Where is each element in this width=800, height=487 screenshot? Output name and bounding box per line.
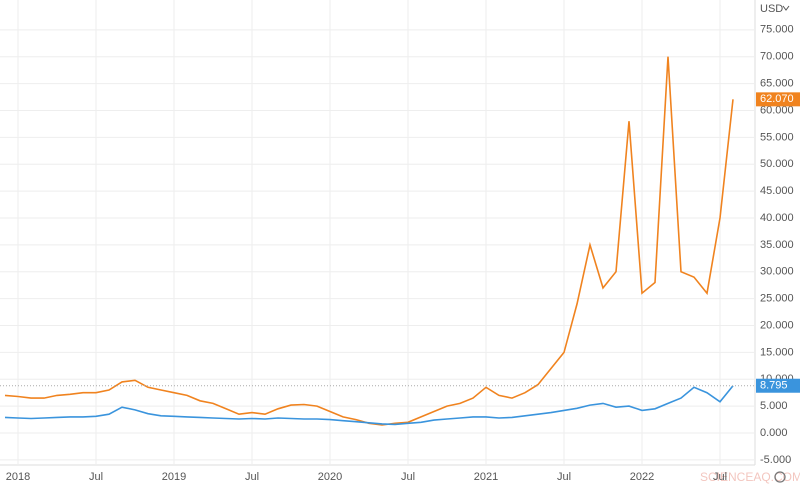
x-tick-label: Jul — [401, 471, 415, 483]
y-tick-label: 65.000 — [760, 77, 794, 89]
last-value-box — [756, 378, 800, 393]
y-tick-label: 30.000 — [760, 266, 794, 278]
y-tick-label: 0.000 — [760, 427, 788, 439]
x-tick-label: 2022 — [630, 471, 654, 483]
last-value-box — [756, 92, 800, 107]
y-tick-label: 70.000 — [760, 51, 794, 63]
last-value-label: 62.070 — [760, 93, 794, 105]
y-tick-label: -5.000 — [760, 454, 791, 466]
settings-icon[interactable] — [774, 471, 786, 483]
x-tick-label: 2019 — [162, 471, 186, 483]
series-line — [4, 385, 734, 426]
x-tick-label: Jul — [713, 471, 727, 483]
last-value-label: 8.795 — [760, 380, 788, 392]
y-tick-label: 15.000 — [760, 346, 794, 358]
y-tick-label: 40.000 — [760, 212, 794, 224]
series-line — [4, 56, 734, 426]
y-tick-label: 55.000 — [760, 131, 794, 143]
y-tick-label: 25.000 — [760, 293, 794, 305]
x-tick-label: Jul — [89, 471, 103, 483]
y-tick-label: 60.000 — [760, 104, 794, 116]
x-tick-label: 2020 — [318, 471, 342, 483]
y-tick-label: 50.000 — [760, 158, 794, 170]
currency-caret[interactable] — [782, 5, 790, 11]
x-tick-label: Jul — [557, 471, 571, 483]
y-tick-label: 20.000 — [760, 319, 794, 331]
x-tick-label: 2018 — [6, 471, 30, 483]
x-tick-label: 2021 — [474, 471, 498, 483]
y-tick-label: 75.000 — [760, 24, 794, 36]
x-tick-label: Jul — [245, 471, 259, 483]
y-tick-label: 45.000 — [760, 185, 794, 197]
watermark: SCIENCEAQ.COM — [700, 470, 800, 484]
y-tick-label: 5.000 — [760, 400, 788, 412]
y-tick-label: 35.000 — [760, 239, 794, 251]
currency-label[interactable]: USD — [760, 3, 783, 15]
